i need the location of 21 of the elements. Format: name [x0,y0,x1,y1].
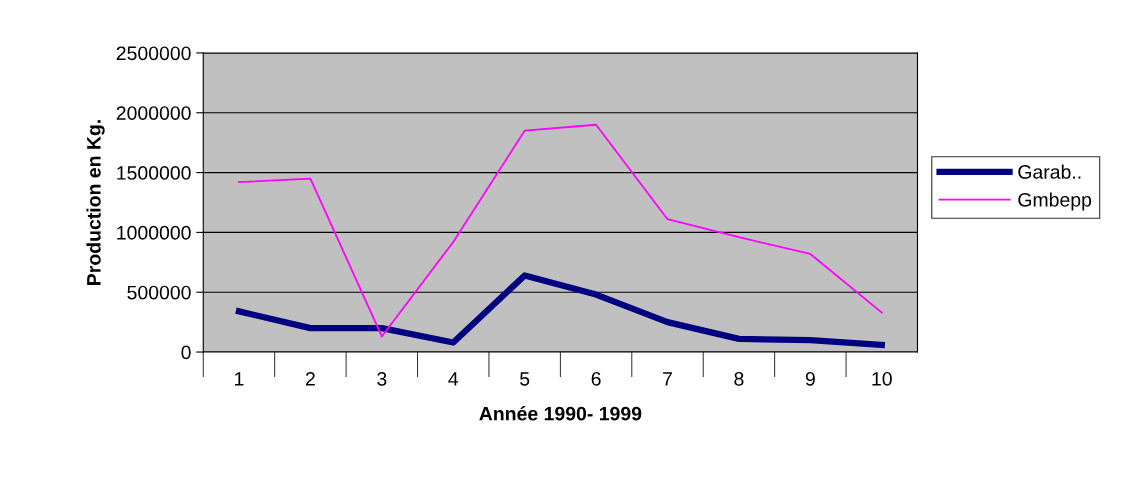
x-tick-label: 3 [377,371,387,386]
x-tick-label: 5 [520,372,530,386]
x-tick-label: 10 [872,371,892,386]
x-tick-label: 4 [448,372,459,386]
y-tick-label: 1000000 [117,225,191,240]
line-series [238,123,883,338]
x-tick-label: 1 [235,372,244,386]
x-tick-label: 2 [305,371,315,386]
legend-label: Garab.. [1018,164,1081,179]
x-tick-label: 7 [663,372,672,386]
y-tick-label: 1500000 [117,166,191,180]
y-tick-label: 500000 [127,285,191,300]
x-axis-title: Année 1990- 1999 [479,406,642,421]
x-tick-label: 8 [734,371,744,386]
y-tick-label: 2500000 [116,46,191,61]
y-tick-label: 2000000 [116,106,191,120]
legend-label: Gmbepp [1018,192,1092,211]
y-axis-title: Production en Kg. [86,120,105,285]
y-tick-label: 0 [181,345,191,360]
x-tick-label: 6 [591,371,601,386]
x-tick-label: 9 [805,371,815,386]
